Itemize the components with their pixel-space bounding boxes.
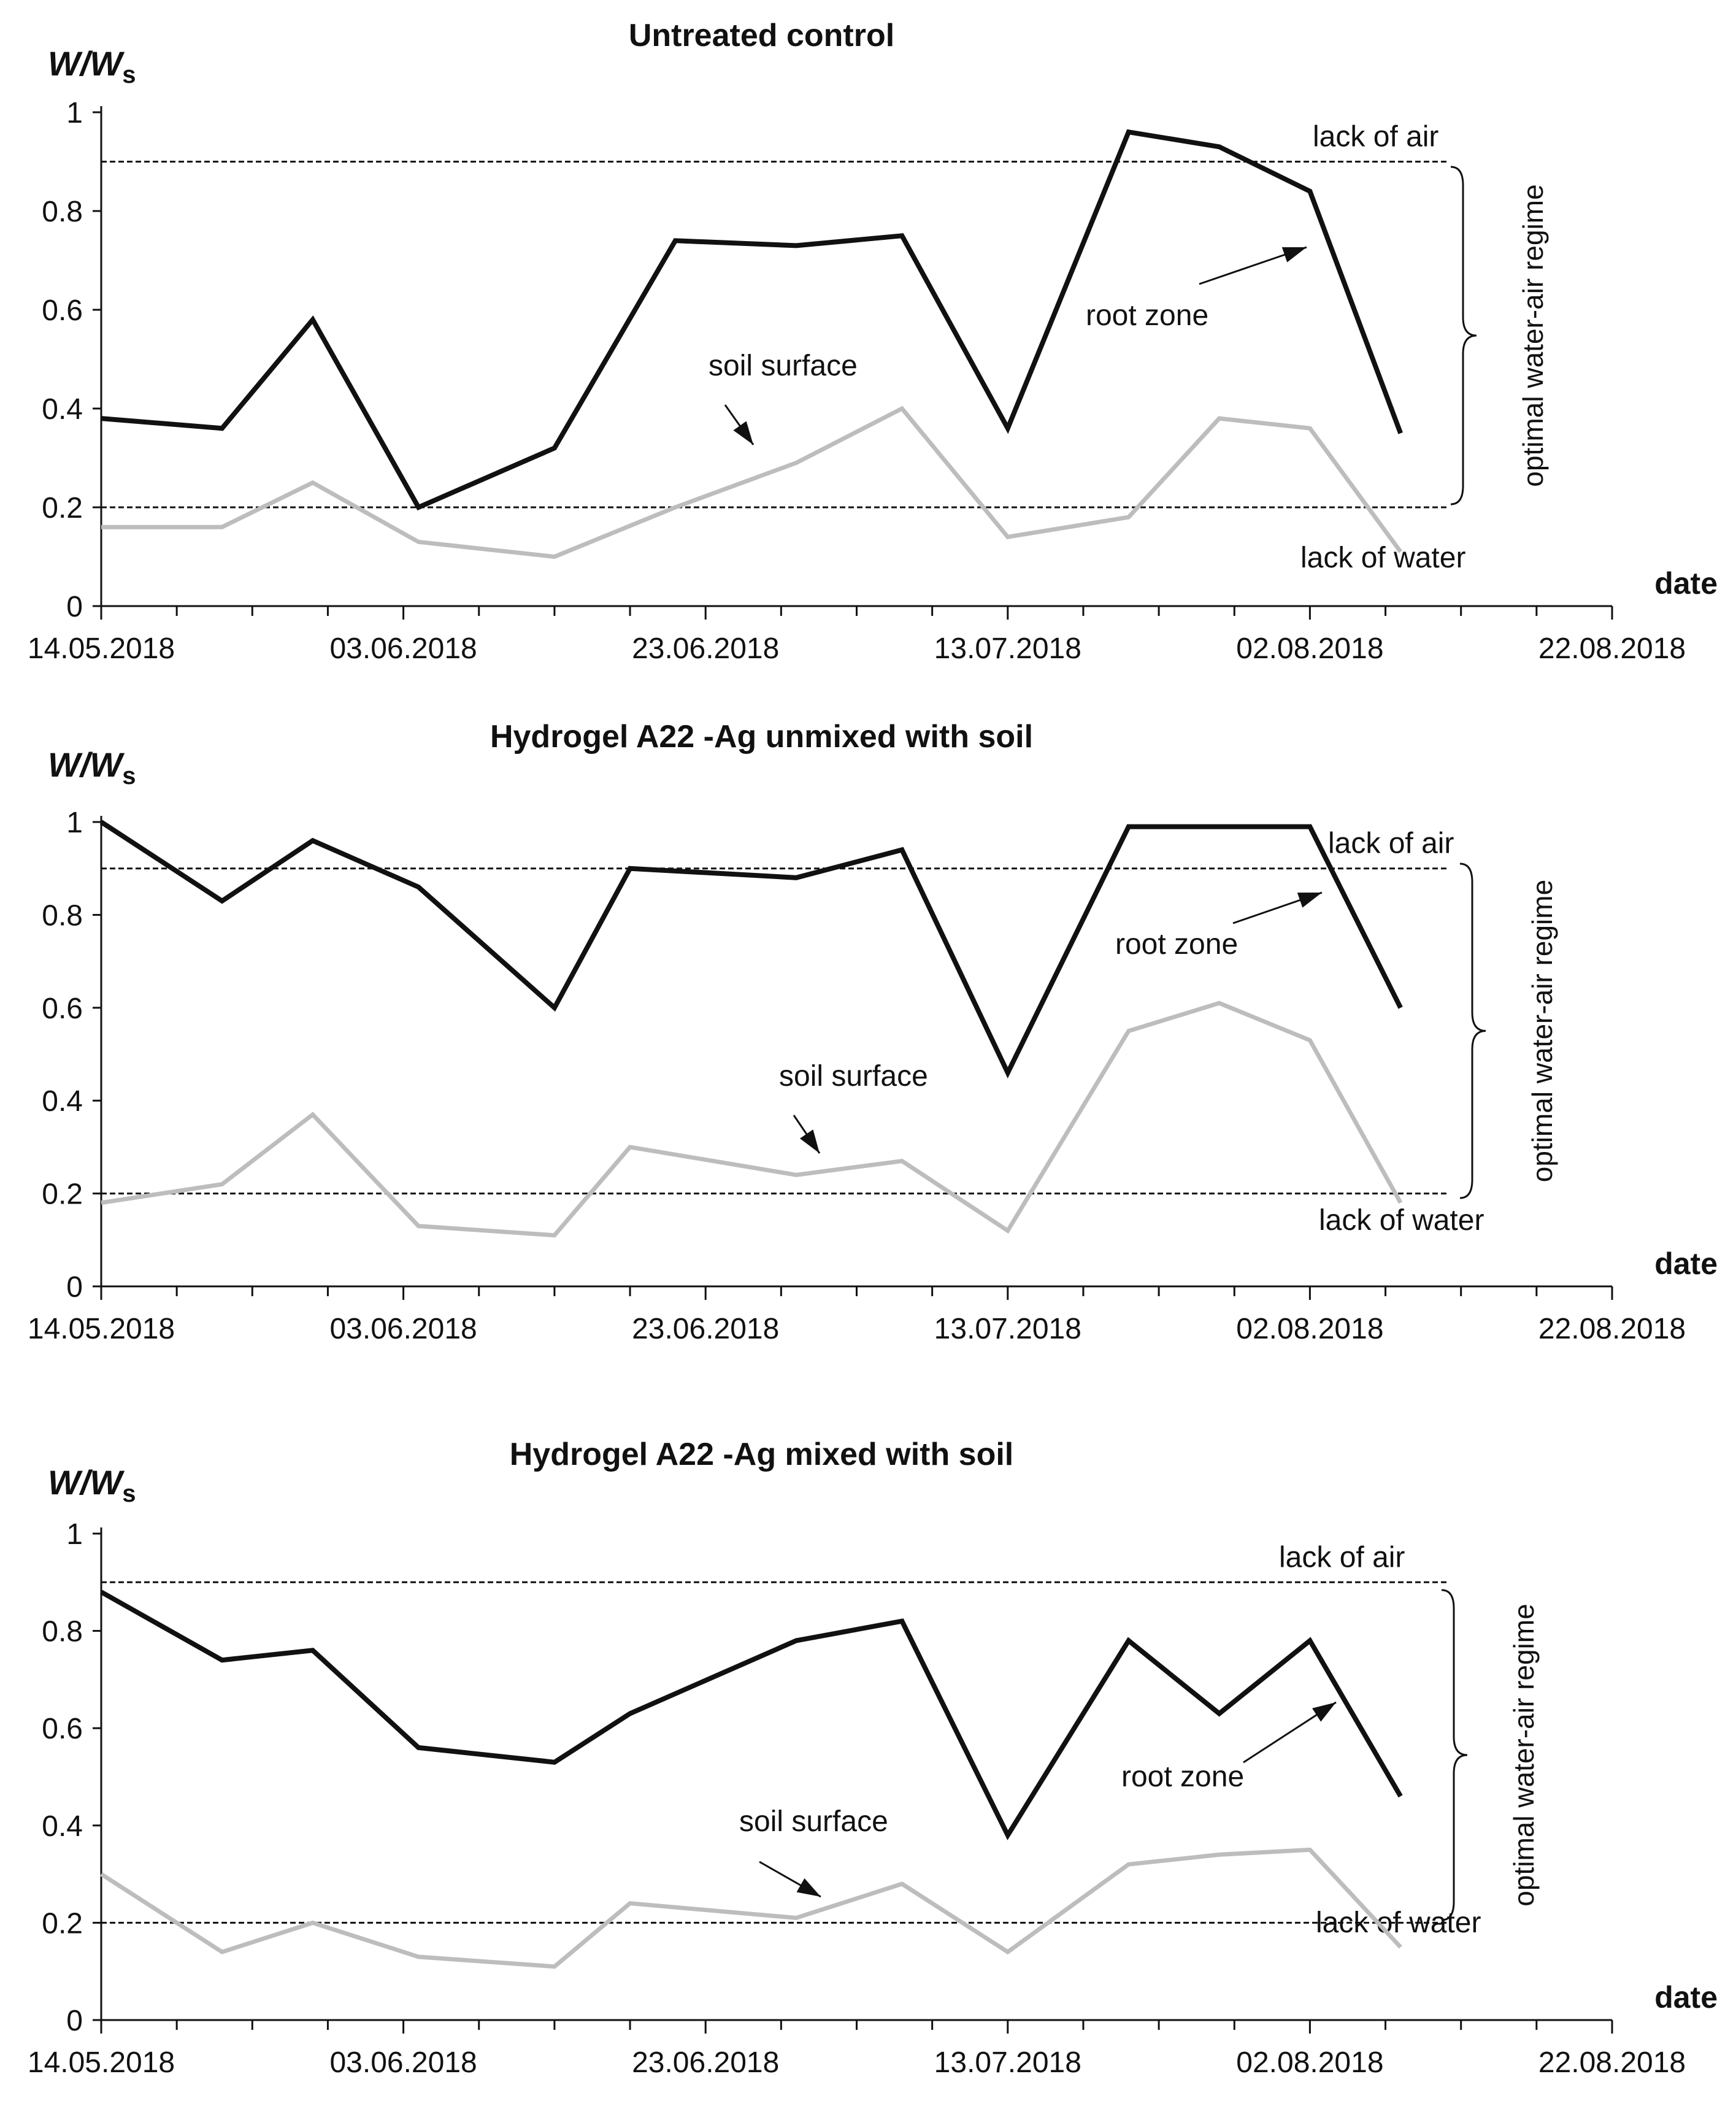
x-tick-label: 22.08.2018	[1538, 1313, 1686, 1345]
y-tick-label: 0.8	[42, 1616, 83, 1648]
series-label: soil surface	[709, 350, 858, 382]
x-tick-label: 02.08.2018	[1236, 1313, 1383, 1345]
series-line	[100, 1847, 1402, 1969]
x-axis-label: date	[1654, 1980, 1718, 2015]
annotation-arrow-head	[1281, 247, 1307, 263]
y-tick-label: 0.2	[42, 492, 83, 524]
series-label: soil surface	[779, 1060, 928, 1093]
reference-line-label: lack of water	[1319, 1204, 1484, 1237]
chart-title: Untreated control	[629, 18, 894, 53]
y-axis-label: W/Ws	[48, 745, 136, 789]
x-tick-label: 13.07.2018	[934, 1313, 1081, 1345]
regime-label: optimal water-air regime	[1508, 1604, 1540, 1906]
x-tick-label: 14.05.2018	[28, 632, 175, 665]
x-tick-label: 14.05.2018	[28, 1313, 175, 1345]
y-tick-label: 0.4	[42, 1810, 83, 1843]
x-tick-label: 23.06.2018	[632, 632, 779, 665]
series-label: root zone	[1086, 299, 1208, 332]
y-tick-label: 0	[66, 1271, 83, 1304]
x-tick-label: 02.08.2018	[1236, 2046, 1383, 2079]
y-tick-label: 0.6	[42, 993, 83, 1025]
y-tick-label: 0.2	[42, 1178, 83, 1211]
chart-panel: Hydrogel A22 -Ag unmixed with soil W/Ws 0 0…	[28, 719, 1718, 1345]
x-tick-label: 23.06.2018	[632, 2046, 779, 2079]
chart-title: Hydrogel A22 -Ag unmixed with soil	[490, 719, 1033, 755]
x-tick-label: 22.08.2018	[1538, 632, 1686, 665]
y-tick-label: 0.4	[42, 1085, 83, 1118]
reference-line-label: lack of water	[1300, 542, 1465, 574]
y-tick-label: 0	[66, 2005, 83, 2037]
y-axis-label: W/Ws	[48, 1463, 136, 1507]
regime-label: optimal water-air regime	[1526, 880, 1558, 1182]
series-label: root zone	[1121, 1761, 1244, 1793]
x-tick-label: 03.06.2018	[329, 1313, 477, 1345]
series-line	[101, 405, 1403, 559]
reference-line-label: lack of air	[1313, 121, 1438, 153]
reference-line-label: lack of water	[1316, 1907, 1481, 1939]
x-axis-label: date	[1654, 566, 1718, 601]
chart-title: Hydrogel A22 -Ag mixed with soil	[510, 1437, 1014, 1472]
annotation-arrow-head	[796, 1878, 821, 1897]
x-tick-label: 23.06.2018	[632, 1313, 779, 1345]
y-tick-label: 0.6	[42, 1713, 83, 1745]
regime-brace	[1459, 862, 1486, 1199]
y-tick-label: 1	[66, 97, 83, 129]
x-tick-label: 02.08.2018	[1236, 632, 1383, 665]
x-tick-label: 14.05.2018	[28, 2046, 175, 2079]
y-axis-label: W/Ws	[48, 44, 136, 88]
series-line	[99, 820, 1403, 1079]
y-tick-label: 1	[66, 807, 83, 839]
annotation-arrow-head	[733, 421, 753, 445]
series-label: root zone	[1115, 928, 1238, 961]
chart-panel: Hydrogel A22 -Ag mixed with soil W/Ws 0 0.2…	[28, 1437, 1718, 2079]
annotation-arrow-head	[1312, 1702, 1336, 1722]
x-tick-label: 22.08.2018	[1538, 2046, 1686, 2079]
y-tick-label: 0.8	[42, 899, 83, 932]
y-tick-label: 0.2	[42, 1907, 83, 1940]
series-label: soil surface	[739, 1805, 888, 1838]
annotation-arrow-head	[799, 1129, 820, 1153]
y-tick-label: 0.8	[42, 196, 83, 228]
y-tick-label: 1	[66, 1518, 83, 1551]
x-tick-label: 03.06.2018	[329, 632, 477, 665]
y-tick-label: 0.4	[42, 393, 83, 426]
reference-line-label: lack of air	[1328, 828, 1454, 860]
y-tick-label: 0	[66, 591, 83, 623]
chart-panel: Untreated control W/Ws 0 0.2 0.4 0.6 0.8 1 14.05…	[28, 18, 1718, 665]
x-axis-label: date	[1654, 1247, 1718, 1281]
reference-line-label: lack of air	[1279, 1541, 1405, 1573]
regime-brace	[1450, 166, 1477, 505]
regime-brace	[1441, 1589, 1468, 1921]
x-tick-label: 13.07.2018	[934, 632, 1081, 665]
series-line	[101, 1001, 1403, 1238]
series-line	[101, 129, 1403, 511]
annotation-arrow-head	[1297, 893, 1322, 908]
x-tick-label: 13.07.2018	[934, 2046, 1081, 2079]
x-tick-label: 03.06.2018	[329, 2046, 477, 2079]
y-tick-label: 0.6	[42, 294, 83, 327]
regime-label: optimal water-air regime	[1517, 184, 1549, 486]
series-line	[100, 1589, 1403, 1840]
